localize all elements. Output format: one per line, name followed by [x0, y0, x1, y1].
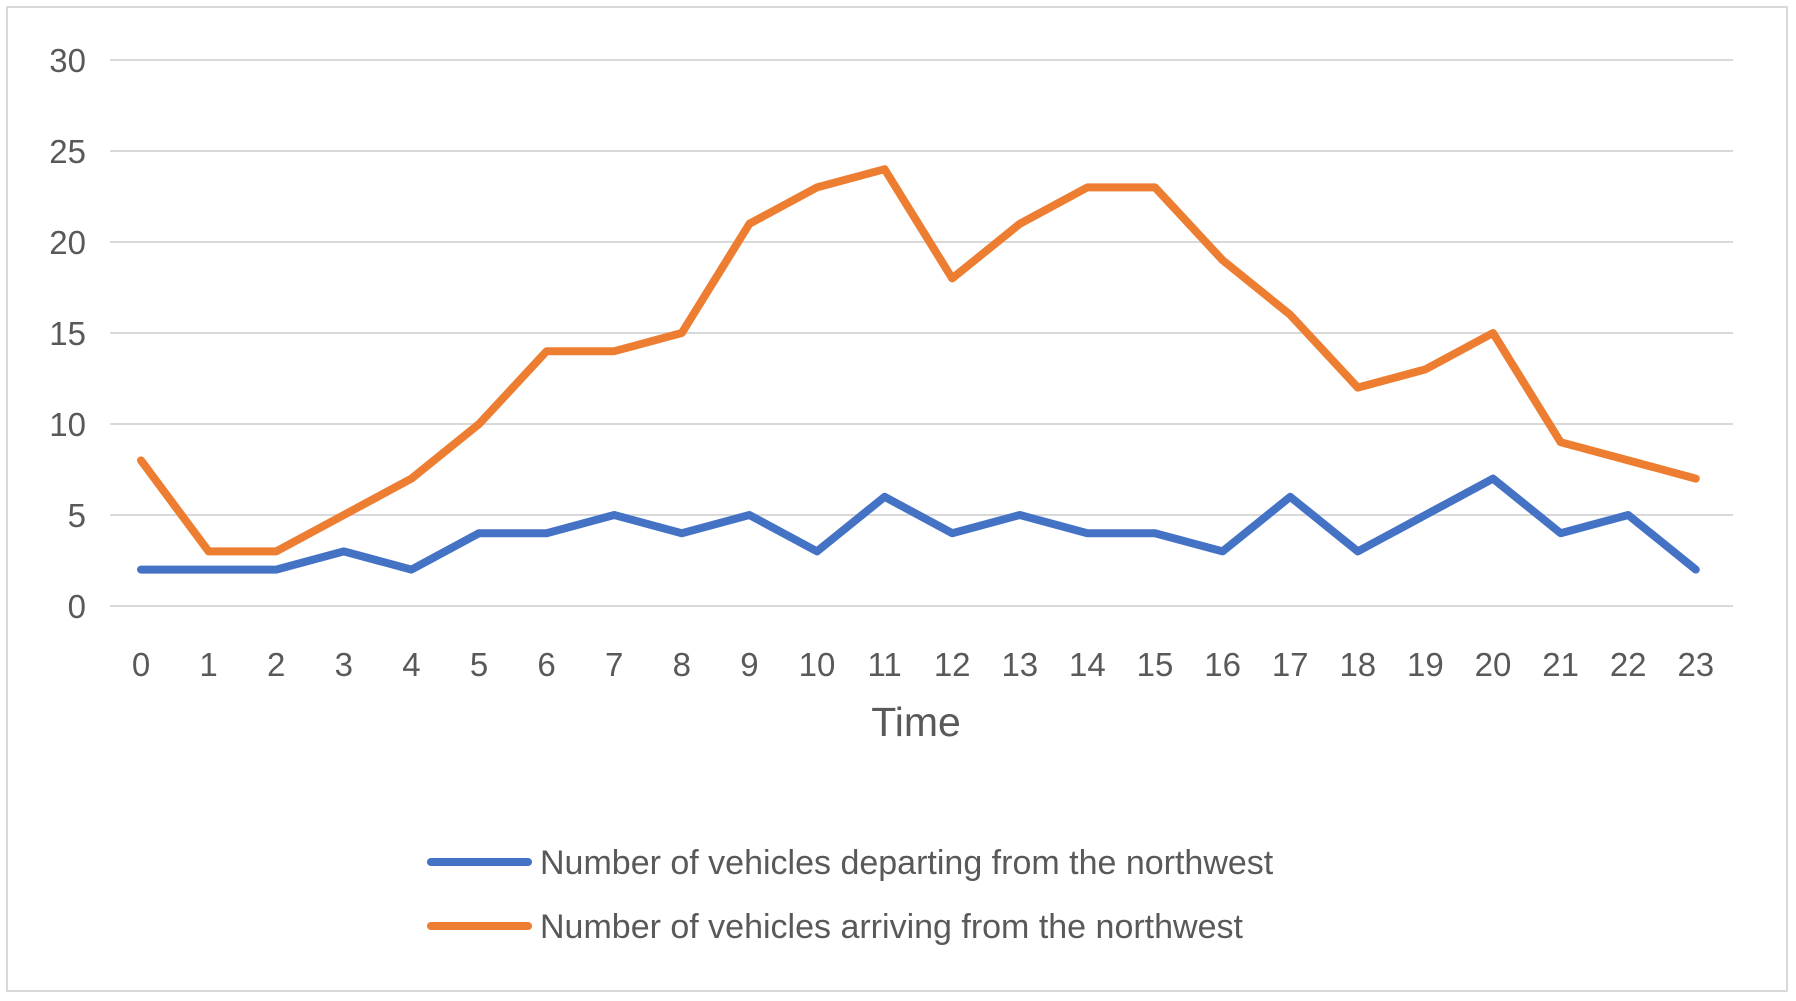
x-tick-label: 17 — [1272, 646, 1309, 683]
x-tick-label: 16 — [1204, 646, 1241, 683]
x-tick-label: 5 — [470, 646, 488, 683]
x-tick-label: 21 — [1542, 646, 1579, 683]
x-tick-label: 10 — [799, 646, 836, 683]
x-tick-label: 0 — [132, 646, 150, 683]
x-axis-tick-labels: 0 1 2 3 4 5 6 7 8 9 10 11 12 13 14 15 16 17 18 19 20 21 22 23 — [132, 646, 1714, 683]
series-line-0 — [137, 474, 1700, 574]
legend-label-1: Number of vehicles arriving from the nor… — [540, 908, 1243, 946]
x-tick-label: 15 — [1137, 646, 1174, 683]
x-tick-label: 23 — [1677, 646, 1714, 683]
x-tick-label: 19 — [1407, 646, 1444, 683]
x-tick-label: 22 — [1610, 646, 1647, 683]
y-tick-label: 0 — [68, 588, 86, 625]
x-tick-label: 8 — [673, 646, 691, 683]
x-tick-label: 1 — [199, 646, 217, 683]
y-tick-label: 25 — [49, 133, 86, 170]
gridlines — [110, 59, 1733, 607]
series-line-1 — [137, 165, 1700, 556]
y-tick-label: 30 — [49, 42, 86, 79]
x-tick-label: 9 — [740, 646, 758, 683]
y-tick-label: 20 — [49, 224, 86, 261]
x-tick-label: 2 — [267, 646, 285, 683]
y-tick-label: 10 — [49, 406, 86, 443]
x-tick-label: 20 — [1475, 646, 1512, 683]
x-tick-label: 12 — [934, 646, 971, 683]
series-lines — [137, 165, 1700, 574]
legend: Number of vehicles departing from the no… — [427, 844, 1274, 946]
chart-frame: 0 5 10 15 20 25 30 0 1 2 3 4 5 6 7 8 9 10 11 12 13 14 15 16 17 1… — [6, 6, 1788, 992]
x-tick-label: 11 — [867, 646, 901, 683]
x-tick-label: 13 — [1001, 646, 1038, 683]
x-tick-label: 6 — [537, 646, 555, 683]
x-tick-label: 3 — [335, 646, 353, 683]
x-axis-label: Time — [871, 699, 961, 745]
x-tick-label: 7 — [605, 646, 623, 683]
x-tick-label: 18 — [1339, 646, 1376, 683]
x-tick-label: 14 — [1069, 646, 1106, 683]
y-tick-label: 15 — [49, 315, 86, 352]
y-axis-tick-labels: 0 5 10 15 20 25 30 — [49, 42, 86, 625]
legend-label-0: Number of vehicles departing from the no… — [540, 844, 1274, 882]
y-tick-label: 5 — [68, 497, 86, 534]
x-tick-label: 4 — [402, 646, 420, 683]
